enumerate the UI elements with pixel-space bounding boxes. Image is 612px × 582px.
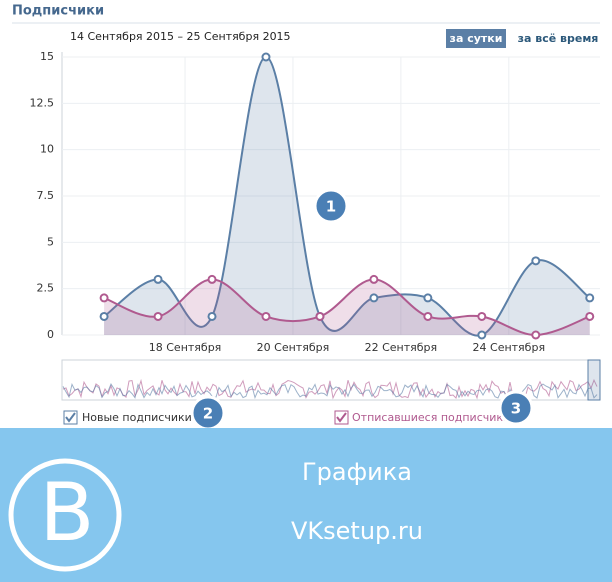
check [336, 412, 347, 423]
banner-title: Графика [302, 458, 412, 486]
period: 14 Сентября 2015 – 25 Сентября 2015 [70, 30, 291, 43]
section-title: Подписчики [12, 4, 104, 19]
y-tick-label: 5 [47, 235, 54, 248]
button-day[interactable] [446, 29, 506, 48]
series-area [104, 279, 590, 335]
point [423, 311, 433, 321]
y-tick-label: 2.5 [37, 282, 55, 295]
point [153, 274, 163, 284]
badge: 2 [190, 395, 226, 431]
point [207, 274, 217, 284]
point [261, 52, 271, 62]
navigator-handle[interactable] [587, 359, 601, 401]
logo-ring [8, 458, 122, 572]
button-day-label[interactable]: за сутки [450, 32, 503, 45]
badge-label: 1 [326, 198, 336, 216]
navigator-line [62, 378, 598, 400]
point [207, 311, 217, 321]
y-tick-label: 15 [40, 50, 54, 63]
badge: 3 [498, 390, 534, 426]
legend-label[interactable]: Новые подписчики [82, 411, 192, 424]
point [477, 330, 487, 340]
point [477, 311, 487, 321]
x-tick-label: 22 Сентября [365, 341, 438, 354]
point [585, 311, 595, 321]
point [369, 274, 379, 284]
x-tick-label: 18 Сентября [149, 341, 222, 354]
button-all-label[interactable]: за всё время [518, 32, 599, 45]
x-tick-label: 20 Сентября [257, 341, 330, 354]
y-tick-label: 10 [40, 143, 54, 156]
badge-label: 3 [511, 400, 521, 418]
point [423, 293, 433, 303]
y-tick-label: 0 [47, 328, 54, 341]
y-tick-label: 12.5 [30, 96, 55, 109]
logo-letter: B [40, 466, 95, 559]
x-tick-label: 24 Сентября [473, 341, 546, 354]
point [99, 311, 109, 321]
legend-label[interactable]: Отписавшиеся подписчики [352, 411, 510, 424]
banner-site: VKsetup.ru [291, 517, 423, 545]
point [261, 311, 271, 321]
point [585, 293, 595, 303]
badge: 1 [313, 188, 349, 224]
badge-label: 2 [203, 405, 213, 423]
point [531, 330, 541, 340]
background [0, 0, 612, 428]
point [369, 293, 379, 303]
point [99, 293, 109, 303]
point [153, 311, 163, 321]
series-line [103, 278, 591, 337]
check [65, 412, 76, 423]
point [315, 311, 325, 321]
y-tick-label: 7.5 [37, 189, 55, 202]
point [531, 256, 541, 266]
